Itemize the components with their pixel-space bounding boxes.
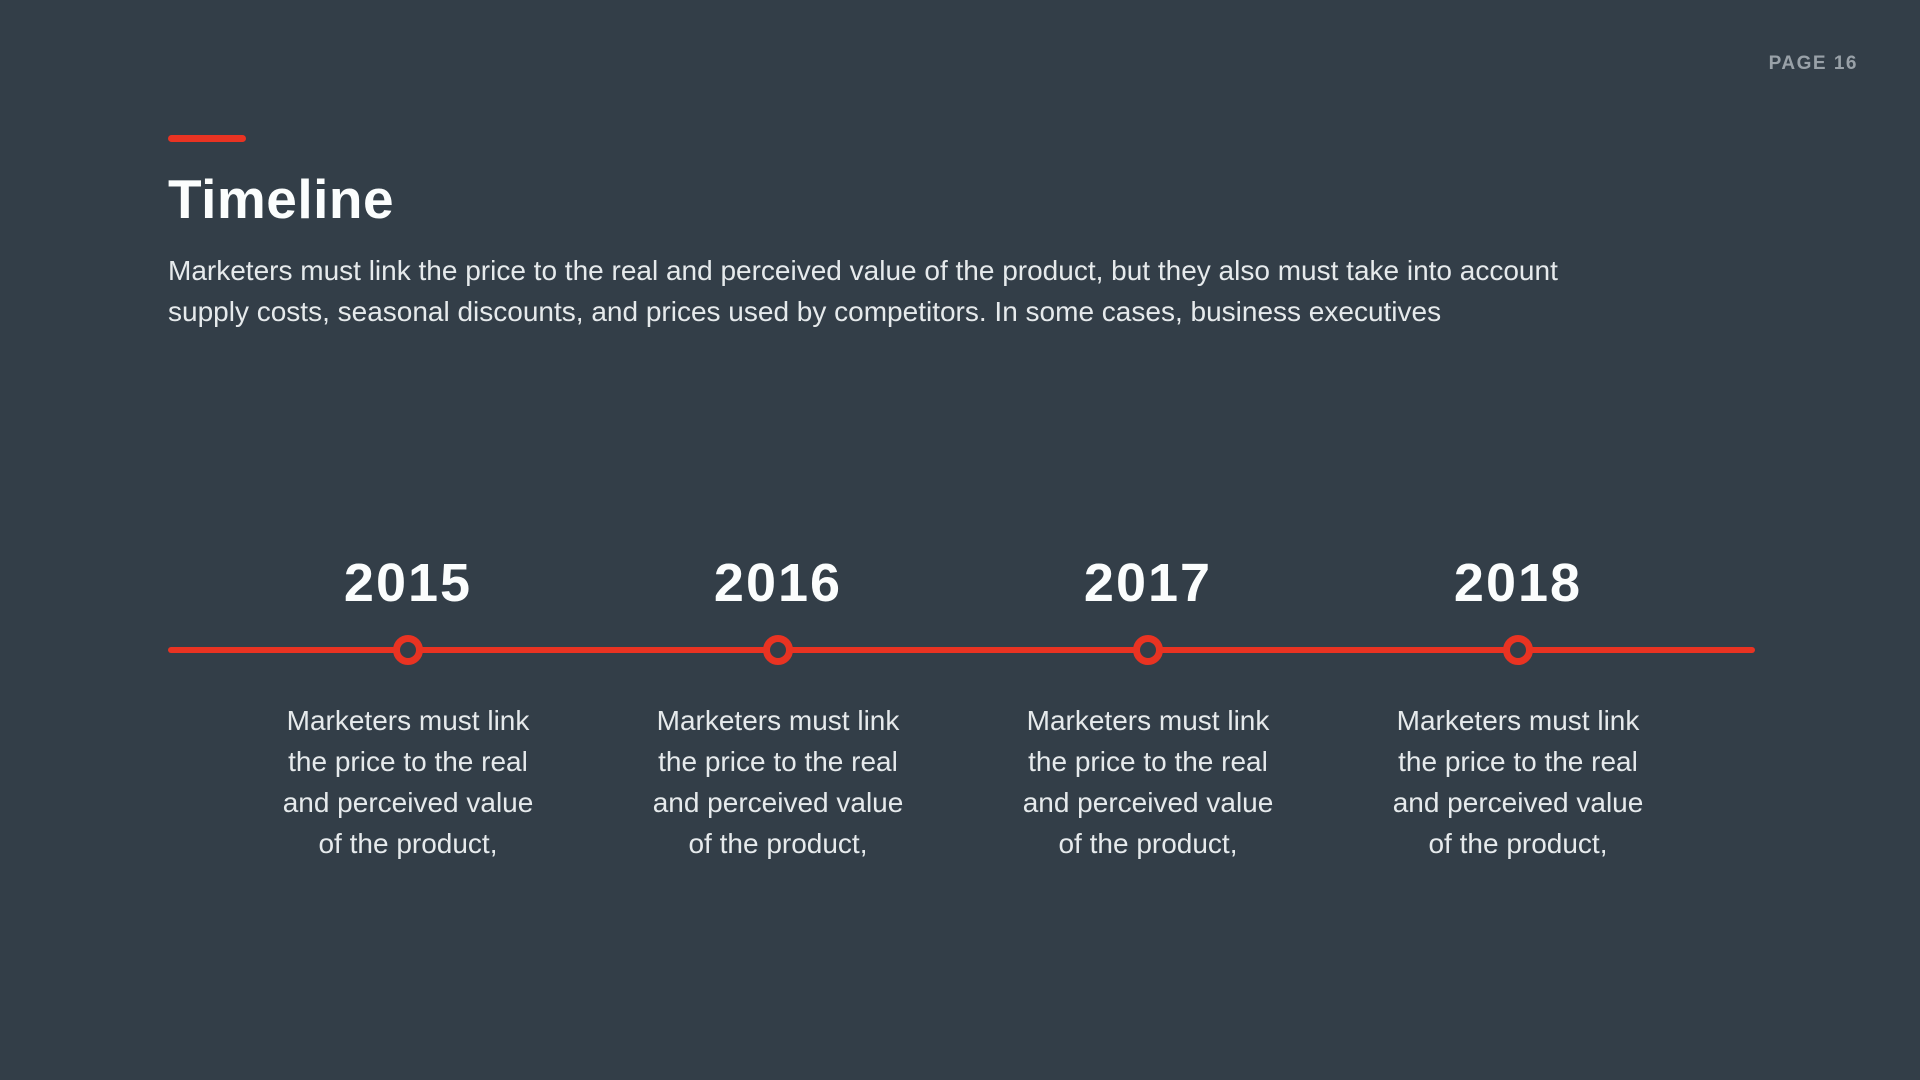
description-line: Marketers must link (656, 705, 900, 736)
description-line: and perceived value (1022, 787, 1274, 818)
timeline-description-2015: Marketers must link the price to the rea… (223, 700, 593, 864)
description-line: of the product, (1428, 828, 1608, 859)
description-line: the price to the real (1398, 746, 1638, 777)
timeline-marker-icon (1503, 635, 1533, 665)
timeline-description-2018: Marketers must link the price to the rea… (1333, 700, 1703, 864)
subtitle-line: Marketers must link the price to the rea… (168, 255, 1558, 286)
subtitle-line: supply costs, seasonal discounts, and pr… (168, 296, 1442, 327)
description-line: of the product, (318, 828, 498, 859)
timeline-item-2017: 2017 Marketers must link the price to th… (963, 552, 1333, 864)
description-line: Marketers must link (1026, 705, 1270, 736)
description-line: the price to the real (658, 746, 898, 777)
slide-header: Timeline Marketers must link the price t… (168, 135, 1788, 332)
description-line: and perceived value (1392, 787, 1644, 818)
description-line: the price to the real (1028, 746, 1268, 777)
timeline-description-2016: Marketers must link the price to the rea… (593, 700, 963, 864)
page-title: Timeline (168, 168, 395, 230)
description-line: Marketers must link (286, 705, 530, 736)
timeline-item-2016: 2016 Marketers must link the price to th… (593, 552, 963, 864)
slide-subtitle: Marketers must link the price to the rea… (168, 250, 1788, 332)
timeline: 2015 Marketers must link the price to th… (223, 552, 1703, 864)
description-line: and perceived value (282, 787, 534, 818)
year-label-2015: 2015 (343, 553, 473, 613)
description-line: of the product, (688, 828, 868, 859)
description-line: Marketers must link (1396, 705, 1640, 736)
timeline-marker-icon (1133, 635, 1163, 665)
timeline-item-2018: 2018 Marketers must link the price to th… (1333, 552, 1703, 864)
timeline-item-2015: 2015 Marketers must link the price to th… (223, 552, 593, 864)
year-label-2016: 2016 (713, 553, 843, 613)
title-accent-bar (168, 135, 246, 142)
year-label-2017: 2017 (1083, 553, 1213, 613)
timeline-axis-line (168, 647, 1755, 653)
description-line: the price to the real (288, 746, 528, 777)
page-number-label: PAGE 16 (1768, 53, 1858, 74)
description-line: of the product, (1058, 828, 1238, 859)
timeline-marker-icon (763, 635, 793, 665)
timeline-marker-icon (393, 635, 423, 665)
timeline-description-2017: Marketers must link the price to the rea… (963, 700, 1333, 864)
description-line: and perceived value (652, 787, 904, 818)
year-label-2018: 2018 (1453, 553, 1583, 613)
